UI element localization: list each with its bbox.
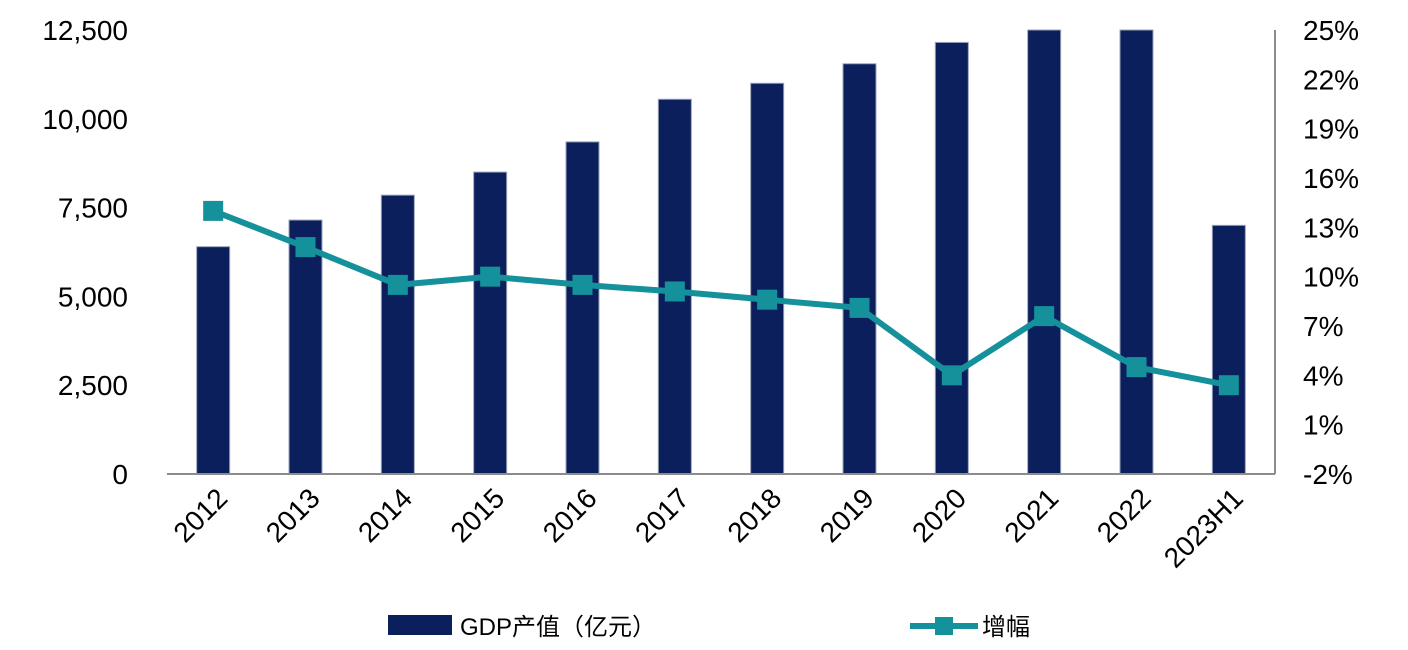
legend: GDP产值（亿元） 增幅 [388,614,1030,641]
x-tick-label: 2020 [906,482,972,548]
bar-2019 [842,63,877,475]
legend-line-marker [935,617,953,635]
bar-2012 [196,246,231,475]
growth-point-2015 [480,266,501,287]
x-tick-label: 2022 [1091,482,1157,548]
right-tick-label: 16% [1303,163,1359,194]
gdp-bars [196,29,1246,475]
right-axis-ticks: -2% 1% 4% 7% 10% 13% 16% 19% 22% 25% [1303,15,1359,490]
right-tick-label: 10% [1303,262,1359,293]
x-tick-label: 2018 [721,482,787,548]
growth-point-2017 [664,281,685,302]
left-axis-ticks: 0 2,500 5,000 7,500 10,000 12,500 [42,15,128,490]
bar-2014 [380,194,415,475]
growth-point-2023H1 [1218,375,1239,396]
x-tick-label: 2013 [260,482,326,548]
right-tick-label: 1% [1303,410,1343,441]
bar-2013 [288,219,323,475]
bar-2021 [1027,29,1062,475]
legend-line-label: 增幅 [982,614,1030,641]
axes [167,30,1276,475]
x-tick-label: 2019 [814,482,880,548]
legend-bar-swatch [388,615,452,635]
growth-point-2022 [1126,357,1147,378]
right-tick-label: 19% [1303,114,1359,145]
x-tick-label: 2023H1 [1158,482,1249,573]
growth-point-2012 [203,200,224,221]
growth-point-2014 [387,274,408,295]
left-tick-label: 0 [112,459,128,490]
left-tick-label: 2,500 [58,370,128,401]
bar-2015 [473,171,508,475]
bar-2016 [565,141,600,475]
growth-point-2016 [572,274,593,295]
x-tick-label: 2015 [444,482,510,548]
bar-2020 [934,41,969,475]
x-tick-label: 2016 [537,482,603,548]
x-tick-label: 2012 [167,482,233,548]
right-tick-label: 25% [1303,15,1359,46]
growth-point-2019 [849,297,870,318]
bar-2023H1 [1211,224,1246,475]
growth-line-path [212,208,1230,389]
right-tick-label: -2% [1303,459,1353,490]
right-tick-label: 13% [1303,212,1359,243]
left-tick-label: 7,500 [58,193,128,224]
left-tick-label: 12,500 [42,15,128,46]
x-axis-ticks: 2012 2013 2014 2015 2016 2017 2018 2019 2020 2021… [167,482,1249,573]
bar-2022 [1119,29,1154,475]
x-tick-label: 2021 [998,482,1064,548]
x-tick-label: 2017 [629,482,695,548]
growth-point-2020 [941,365,962,386]
growth-point-2013 [295,237,316,258]
left-tick-label: 10,000 [42,104,128,135]
growth-line [203,200,1239,396]
right-tick-label: 7% [1303,311,1343,342]
right-tick-label: 22% [1303,64,1359,95]
bar-2018 [750,82,785,475]
growth-point-2021 [1034,306,1055,327]
legend-bar-label: GDP产值（亿元） [460,614,656,641]
right-tick-label: 4% [1303,360,1343,391]
left-tick-label: 5,000 [58,281,128,312]
growth-point-2018 [757,289,778,310]
x-tick-label: 2014 [352,482,418,548]
